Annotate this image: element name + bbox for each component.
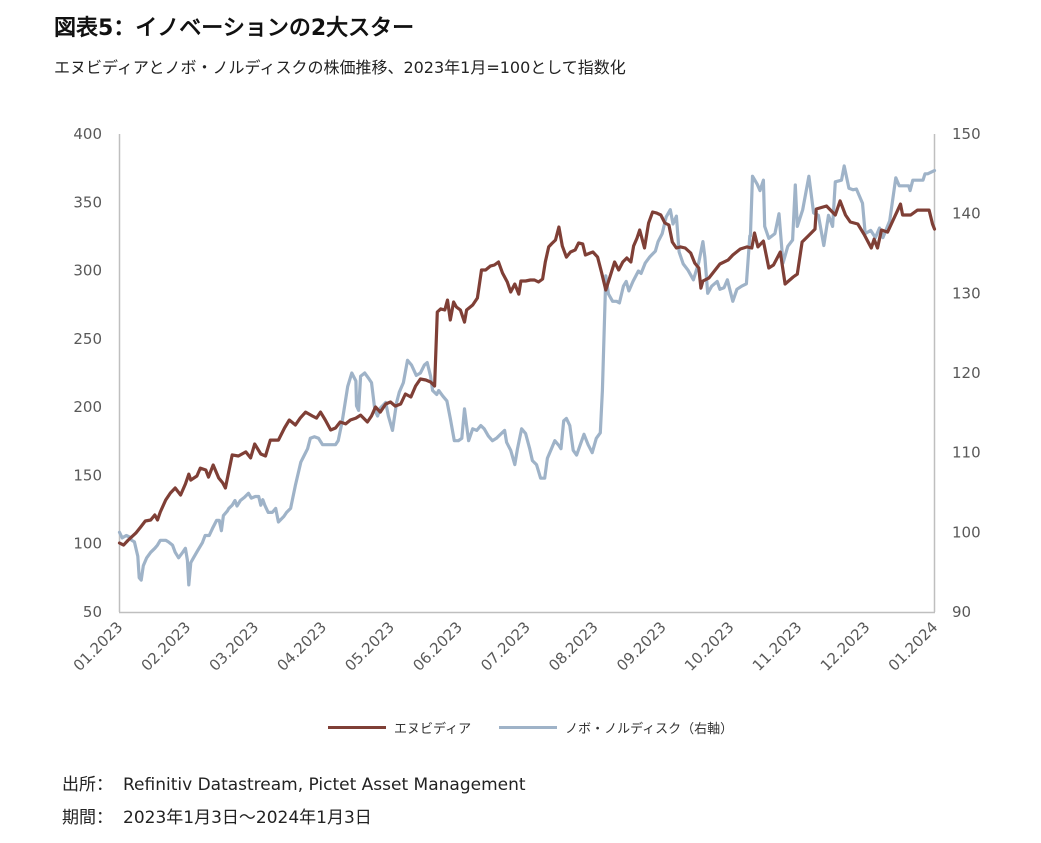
x-tick-label: 02.2023 bbox=[138, 618, 195, 675]
period-text: 2023年1月3日～2024年1月3日 bbox=[123, 808, 372, 828]
left-y-tick-label: 100 bbox=[73, 535, 102, 553]
x-tick-label: 10.2023 bbox=[681, 618, 738, 675]
legend-item-nvidia: エヌビディア bbox=[328, 718, 471, 737]
right-y-tick-label: 140 bbox=[952, 205, 981, 223]
left-y-tick-label: 200 bbox=[73, 398, 102, 416]
series-group bbox=[117, 164, 937, 587]
left-y-tick-label: 300 bbox=[73, 262, 102, 280]
right-y-tick-label: 150 bbox=[952, 125, 981, 143]
left-y-tick-label: 250 bbox=[73, 330, 102, 348]
left-y-tick-label: 50 bbox=[83, 603, 102, 621]
legend: エヌビディア ノボ・ノルディスク（右軸） bbox=[328, 718, 761, 737]
x-tick-label: 12.2023 bbox=[817, 618, 874, 675]
legend-swatch-novo bbox=[499, 726, 558, 729]
x-tick-label: 01.2023 bbox=[70, 618, 127, 675]
series-line-novo-nordisk bbox=[117, 164, 937, 587]
legend-swatch-nvidia bbox=[328, 726, 386, 729]
source-note: 出所： Refinitiv Datastream, Pictet Asset Ma… bbox=[62, 770, 526, 795]
x-axis-ticks: 01.2023 02.2023 03.2023 04.2023 05.2023 06.20… bbox=[70, 618, 942, 675]
right-y-tick-label: 90 bbox=[952, 603, 971, 621]
legend-item-novo: ノボ・ノルディスク（右軸） bbox=[499, 718, 733, 737]
x-tick-label: 04.2023 bbox=[273, 618, 330, 675]
x-tick-label: 11.2023 bbox=[749, 618, 806, 675]
left-y-tick-label: 150 bbox=[73, 466, 102, 484]
x-tick-label: 07.2023 bbox=[477, 618, 534, 675]
legend-label-novo: ノボ・ノルディスク（右軸） bbox=[565, 722, 734, 737]
x-tick-label: 08.2023 bbox=[545, 618, 602, 675]
right-y-tick-label: 100 bbox=[952, 523, 981, 541]
right-y-tick-label: 110 bbox=[952, 444, 981, 462]
chart-title: 図表5：イノベーションの2大スター bbox=[54, 16, 415, 41]
x-tick-label: 09.2023 bbox=[613, 618, 670, 675]
x-tick-label: 01.2024 bbox=[885, 618, 942, 675]
source-label: 出所： bbox=[62, 775, 113, 795]
right-y-tick-label: 130 bbox=[952, 284, 981, 302]
right-y-axis-ticks: 90 100 110 120 130 140 150 bbox=[952, 125, 981, 621]
x-tick-label: 05.2023 bbox=[341, 618, 398, 675]
period-note: 期間： 2023年1月3日～2024年1月3日 bbox=[62, 803, 372, 828]
left-y-tick-label: 400 bbox=[73, 125, 102, 143]
source-text: Refinitiv Datastream, Pictet Asset Manag… bbox=[123, 775, 526, 795]
x-tick-label: 06.2023 bbox=[409, 618, 466, 675]
right-y-tick-label: 120 bbox=[952, 364, 981, 382]
series-line-nvidia bbox=[117, 199, 937, 547]
chart-subtitle: エヌビディアとノボ・ノルディスクの株価推移、2023年1月=100として指数化 bbox=[54, 58, 626, 77]
left-y-axis-ticks: 50 100 150 200 250 300 350 400 bbox=[73, 125, 102, 621]
period-label: 期間： bbox=[62, 808, 113, 828]
x-tick-label: 03.2023 bbox=[206, 618, 263, 675]
legend-label-nvidia: エヌビディア bbox=[394, 722, 472, 737]
left-y-tick-label: 350 bbox=[73, 193, 102, 211]
